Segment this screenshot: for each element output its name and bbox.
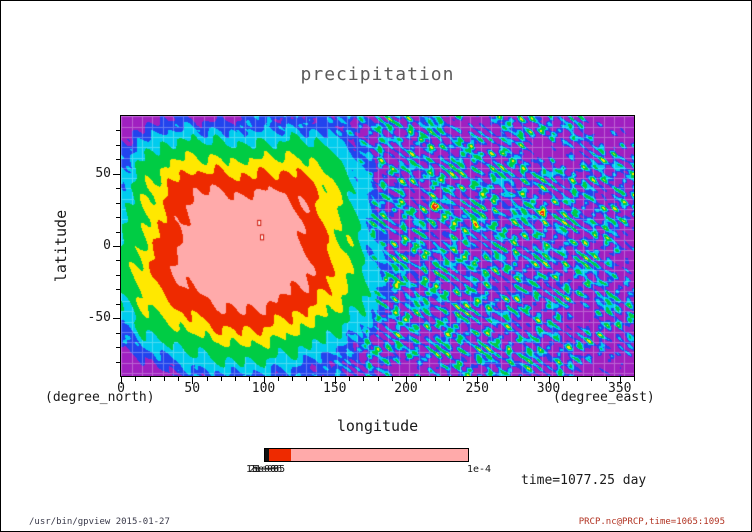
x-tick-mark [163, 377, 165, 381]
x-tick-mark [121, 377, 122, 384]
x-tick-mark [306, 377, 308, 381]
x-tick-mark [292, 377, 293, 381]
x-tick-mark [363, 377, 365, 381]
y-tick-mark [113, 318, 120, 320]
x-tick-mark [178, 377, 179, 381]
x-tick-label: 100 [251, 381, 276, 396]
x-tick-label: 0 [117, 381, 125, 396]
x-tick-mark [534, 377, 536, 381]
x-tick-mark [249, 377, 251, 381]
y-tick-mark [116, 231, 120, 233]
x-tick-label: 200 [394, 381, 418, 396]
y-tick-label: -50 [87, 310, 111, 326]
colorbar [264, 448, 469, 462]
y-tick-mark [116, 303, 120, 305]
colorbar-segment [291, 449, 468, 461]
y-tick-mark [113, 173, 120, 175]
colorbar-max-label: 1e-4 [467, 464, 492, 475]
y-tick-mark [116, 274, 120, 276]
time-annotation: time=1077.25 day [521, 473, 647, 488]
x-tick-mark [548, 377, 550, 384]
x-tick-mark [562, 377, 564, 381]
x-tick-mark [505, 377, 507, 381]
x-tick-label: 150 [323, 381, 347, 396]
y-tick-mark [116, 289, 120, 291]
x-tick-mark [463, 377, 464, 381]
x-tick-mark [477, 377, 479, 384]
x-tick-mark [605, 377, 607, 381]
y-tick-label: 0 [103, 238, 111, 253]
y-tick-mark [116, 260, 120, 262]
x-tick-mark [349, 377, 350, 381]
footer-command: /usr/bin/gpview 2015-01-27 [29, 517, 170, 527]
x-tick-mark [406, 377, 407, 384]
x-tick-label: 300 [536, 381, 561, 396]
colorbar-min-labels: 1e-06 2e-06 5e-06 1e-05 [246, 464, 306, 478]
colorbar-tick-label: 1e-06 [246, 464, 277, 475]
x-tick-mark [577, 377, 578, 381]
colorbar-segment [265, 449, 270, 461]
x-tick-mark [263, 377, 265, 384]
x-tick-mark [420, 377, 422, 381]
x-tick-mark [334, 377, 336, 384]
y-tick-mark [116, 361, 120, 363]
plot-title: precipitation [300, 64, 455, 85]
x-tick-mark [520, 377, 521, 381]
x-tick-mark [634, 377, 635, 381]
x-tick-mark [235, 377, 236, 381]
plot-frame [120, 115, 635, 377]
y-axis-unit: (degree_north) [45, 390, 155, 405]
x-tick-label: 250 [465, 381, 489, 396]
colorbar-tick-label: 2e-06 [249, 464, 280, 475]
x-tick-mark [591, 377, 593, 381]
y-tick-mark [116, 332, 120, 334]
x-tick-mark [220, 377, 222, 381]
colorbar-segment [269, 449, 292, 461]
x-tick-mark [491, 377, 493, 381]
y-tick-mark [116, 347, 120, 349]
y-tick-label: 50 [95, 165, 111, 181]
x-axis-unit: (degree_east) [553, 390, 655, 405]
y-tick-mark [116, 217, 120, 219]
x-tick-label: 350 [608, 381, 632, 396]
y-tick-mark [116, 188, 120, 190]
x-tick-mark [619, 377, 621, 384]
y-tick-mark [116, 159, 120, 161]
y-tick-mark [116, 144, 120, 146]
x-tick-mark [135, 377, 137, 381]
x-tick-mark [192, 377, 194, 384]
colorbar-tick-label: 1e-05 [255, 464, 286, 475]
contour-plot [121, 116, 634, 376]
x-tick-label: 50 [184, 381, 201, 396]
x-tick-mark [448, 377, 450, 381]
x-tick-mark [206, 377, 208, 381]
x-tick-mark [320, 377, 322, 381]
x-tick-mark [149, 377, 151, 381]
y-tick-mark [116, 130, 120, 132]
x-tick-mark [391, 377, 393, 381]
x-axis-label: longitude [336, 417, 419, 435]
footer-source: PRCP.nc@PRCP,time=1065:1095 [578, 517, 725, 527]
x-tick-mark [277, 377, 279, 381]
x-tick-mark [434, 377, 436, 381]
y-tick-mark [113, 246, 120, 247]
x-tick-mark [377, 377, 379, 381]
y-tick-mark [116, 202, 120, 204]
colorbar-tick-label: 5e-06 [252, 464, 283, 475]
